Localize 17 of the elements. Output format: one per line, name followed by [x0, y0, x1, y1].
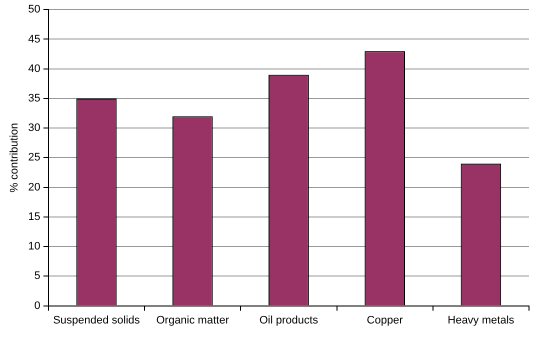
y-tick-label: 45 [28, 33, 40, 46]
x-tick-label: Heavy metals [448, 314, 515, 326]
y-tick-label: 10 [28, 240, 40, 253]
y-tick-label: 30 [28, 122, 40, 134]
y-tick-label: 35 [28, 92, 40, 104]
y-tick-label: 20 [28, 181, 40, 194]
x-tick-label: Suspended solids [53, 314, 140, 326]
y-axis-title: % contribution [8, 122, 21, 193]
y-tick-label: 0 [34, 300, 40, 312]
y-tick-label: 5 [34, 270, 40, 282]
y-tick-label: 50 [28, 4, 40, 16]
y-tick-label: 25 [28, 152, 40, 164]
x-tick-label: Oil products [259, 314, 319, 326]
y-tick-label: 15 [28, 210, 40, 223]
x-tick-label: Copper [366, 314, 404, 326]
y-tick-label: 40 [28, 62, 40, 75]
x-tick-label: Organic matter [156, 314, 230, 326]
